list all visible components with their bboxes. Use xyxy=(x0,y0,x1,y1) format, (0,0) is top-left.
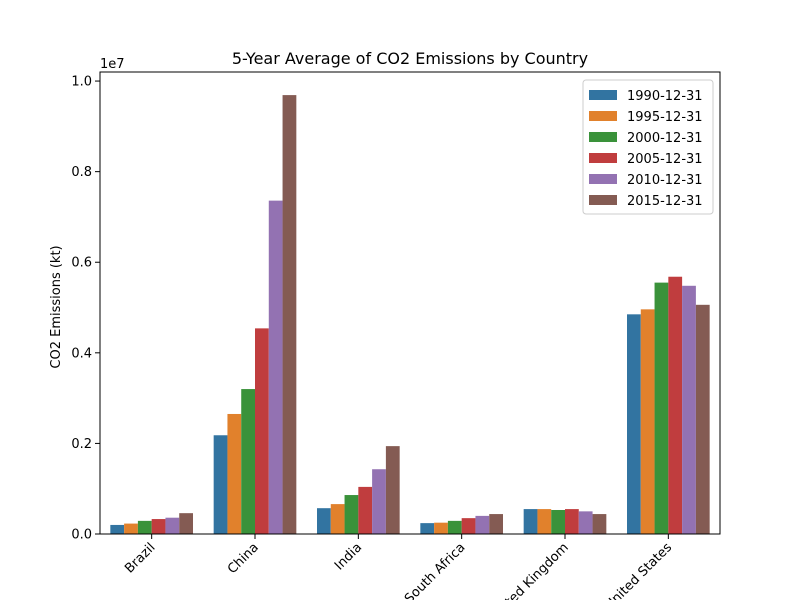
y-tick-label: 0.0 xyxy=(71,528,92,543)
y-tick-label: 1.0 xyxy=(71,75,92,90)
bar-china-1990-12-31 xyxy=(213,435,228,534)
bar-united-kingdom-2010-12-31 xyxy=(578,511,593,534)
x-tick-label: China xyxy=(225,540,262,577)
chart-title: 5-Year Average of CO2 Emissions by Count… xyxy=(232,49,588,68)
bar-brazil-2005-12-31 xyxy=(151,519,166,534)
bar-brazil-1990-12-31 xyxy=(110,524,125,534)
y-tick-label: 0.2 xyxy=(71,437,92,452)
bar-india-2015-12-31 xyxy=(385,446,400,534)
bar-china-1995-12-31 xyxy=(227,413,242,534)
legend-label: 2005-12-31 xyxy=(627,152,703,167)
bar-united-states-2015-12-31 xyxy=(695,304,710,534)
bar-brazil-2010-12-31 xyxy=(165,517,180,534)
bar-brazil-2015-12-31 xyxy=(179,513,193,534)
legend-swatch xyxy=(589,195,617,205)
bar-united-kingdom-2005-12-31 xyxy=(565,509,579,534)
bar-brazil-2000-12-31 xyxy=(137,520,152,534)
legend-label: 2015-12-31 xyxy=(627,194,703,209)
bars-layer xyxy=(110,95,710,534)
x-tick-label: United States xyxy=(602,540,675,600)
bar-united-states-1990-12-31 xyxy=(627,314,641,534)
bar-united-kingdom-1995-12-31 xyxy=(537,509,552,534)
y-tick-label: 0.6 xyxy=(71,256,92,271)
legend-swatch xyxy=(589,90,617,100)
bar-united-states-2005-12-31 xyxy=(668,276,683,534)
legend-swatch xyxy=(589,174,617,184)
bar-south-africa-2005-12-31 xyxy=(461,518,476,534)
bar-south-africa-2000-12-31 xyxy=(447,520,462,534)
x-tick-label: Brazil xyxy=(122,540,158,576)
legend: 1990-12-31 1995-12-31 2000-12-31 2005-12-31… xyxy=(582,79,714,215)
legend-label: 1990-12-31 xyxy=(627,89,703,104)
y-axis-scale-label: 1e7 xyxy=(100,57,125,72)
legend-swatch xyxy=(589,153,617,163)
bar-united-kingdom-2015-12-31 xyxy=(592,514,607,534)
x-tick-label: South Africa xyxy=(402,540,468,600)
bar-united-states-2010-12-31 xyxy=(682,285,696,534)
bar-india-2000-12-31 xyxy=(344,495,359,534)
y-tick-label: 0.4 xyxy=(71,346,92,361)
bar-united-kingdom-1990-12-31 xyxy=(523,509,538,534)
bar-india-1990-12-31 xyxy=(317,508,331,534)
bar-south-africa-2015-12-31 xyxy=(489,514,503,534)
bar-south-africa-1990-12-31 xyxy=(420,523,435,534)
bar-china-2005-12-31 xyxy=(255,328,269,534)
x-tick-label: United Kingdom xyxy=(487,540,571,600)
bar-brazil-1995-12-31 xyxy=(124,523,138,534)
y-ticks: 0.0 0.2 0.4 0.6 0.8 1.0 xyxy=(71,75,100,543)
legend-label: 1995-12-31 xyxy=(627,110,703,125)
plot-frame xyxy=(99,71,721,535)
bar-china-2010-12-31 xyxy=(268,200,283,534)
y-tick-label: 0.8 xyxy=(71,165,92,180)
x-ticks: Brazil China India South Africa United Kingd… xyxy=(122,534,675,600)
legend-label: 2000-12-31 xyxy=(627,131,703,146)
legend-swatch xyxy=(589,132,617,142)
bar-united-states-2000-12-31 xyxy=(654,282,669,534)
legend-swatch xyxy=(589,111,617,121)
bar-south-africa-1995-12-31 xyxy=(434,522,448,534)
legend-label: 2010-12-31 xyxy=(627,173,703,188)
bar-india-2010-12-31 xyxy=(372,469,386,534)
x-tick-label: India xyxy=(332,540,365,573)
bar-india-2005-12-31 xyxy=(358,486,373,534)
bar-united-states-1995-12-31 xyxy=(640,309,655,534)
bar-china-2000-12-31 xyxy=(241,389,255,534)
bar-south-africa-2010-12-31 xyxy=(475,515,490,534)
bar-united-kingdom-2000-12-31 xyxy=(551,509,565,534)
bar-india-1995-12-31 xyxy=(330,504,345,534)
bar-china-2015-12-31 xyxy=(282,95,297,534)
y-axis-label: CO2 Emissions (kt) xyxy=(49,245,64,368)
